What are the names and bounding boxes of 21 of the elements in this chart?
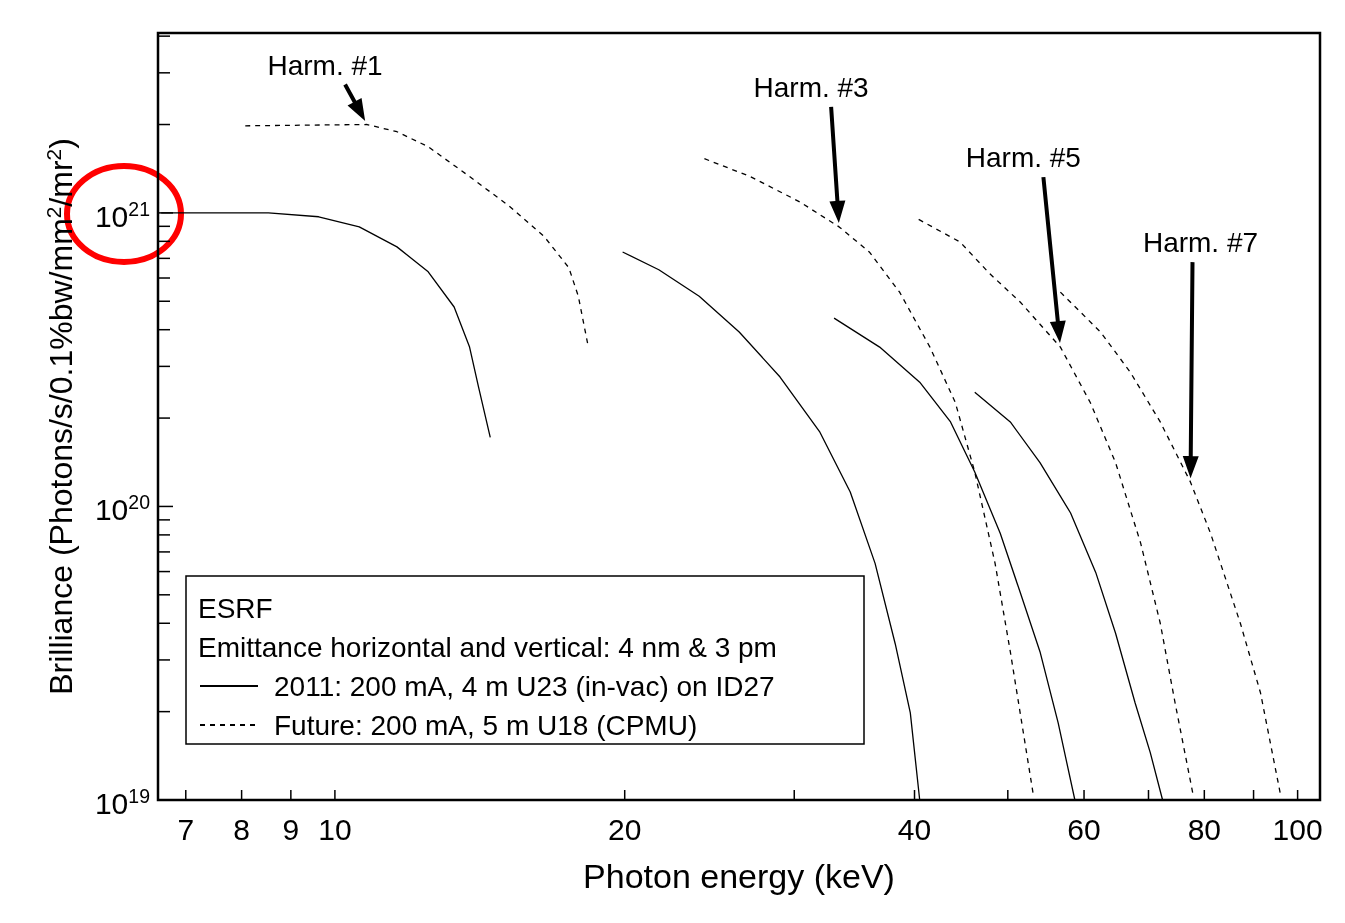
annotation: Harm. #3: [753, 71, 869, 103]
x-tick-label: 8: [233, 813, 250, 846]
y-tick-label: 10$^{21}$: [94, 197, 150, 233]
x-tick-label: 80: [1187, 813, 1222, 846]
y-tick-label: 10$^{20}$: [94, 491, 151, 527]
x-tick-label: 7: [177, 813, 195, 846]
legend-title: ESRF: [198, 593, 273, 624]
x-tick-label: 20: [608, 813, 642, 846]
annotation: Emittance horizontal and vertical: 4 nm & 3 pm: [198, 632, 777, 663]
x-axis-title: Photon energy (keV): [583, 857, 895, 895]
legend-label: 2011: 200 mA, 4 m U23 (in-vac) on ID27: [274, 671, 775, 702]
y-tick-label: 10$^{19}$: [94, 785, 150, 820]
x-tick-label: 40: [897, 813, 932, 846]
annotation: Harm. #1: [267, 49, 383, 81]
x-tick-label: 100: [1272, 813, 1323, 846]
legend-label: Future: 200 mA, 5 m U18 (CPMU): [274, 710, 698, 741]
x-tick-label: 9: [282, 813, 300, 846]
annotation: Harm. #5: [965, 142, 1081, 174]
x-tick-label: 10: [318, 813, 352, 846]
annotation: Harm. #7: [1142, 227, 1259, 259]
x-tick-label: 60: [1067, 813, 1101, 846]
